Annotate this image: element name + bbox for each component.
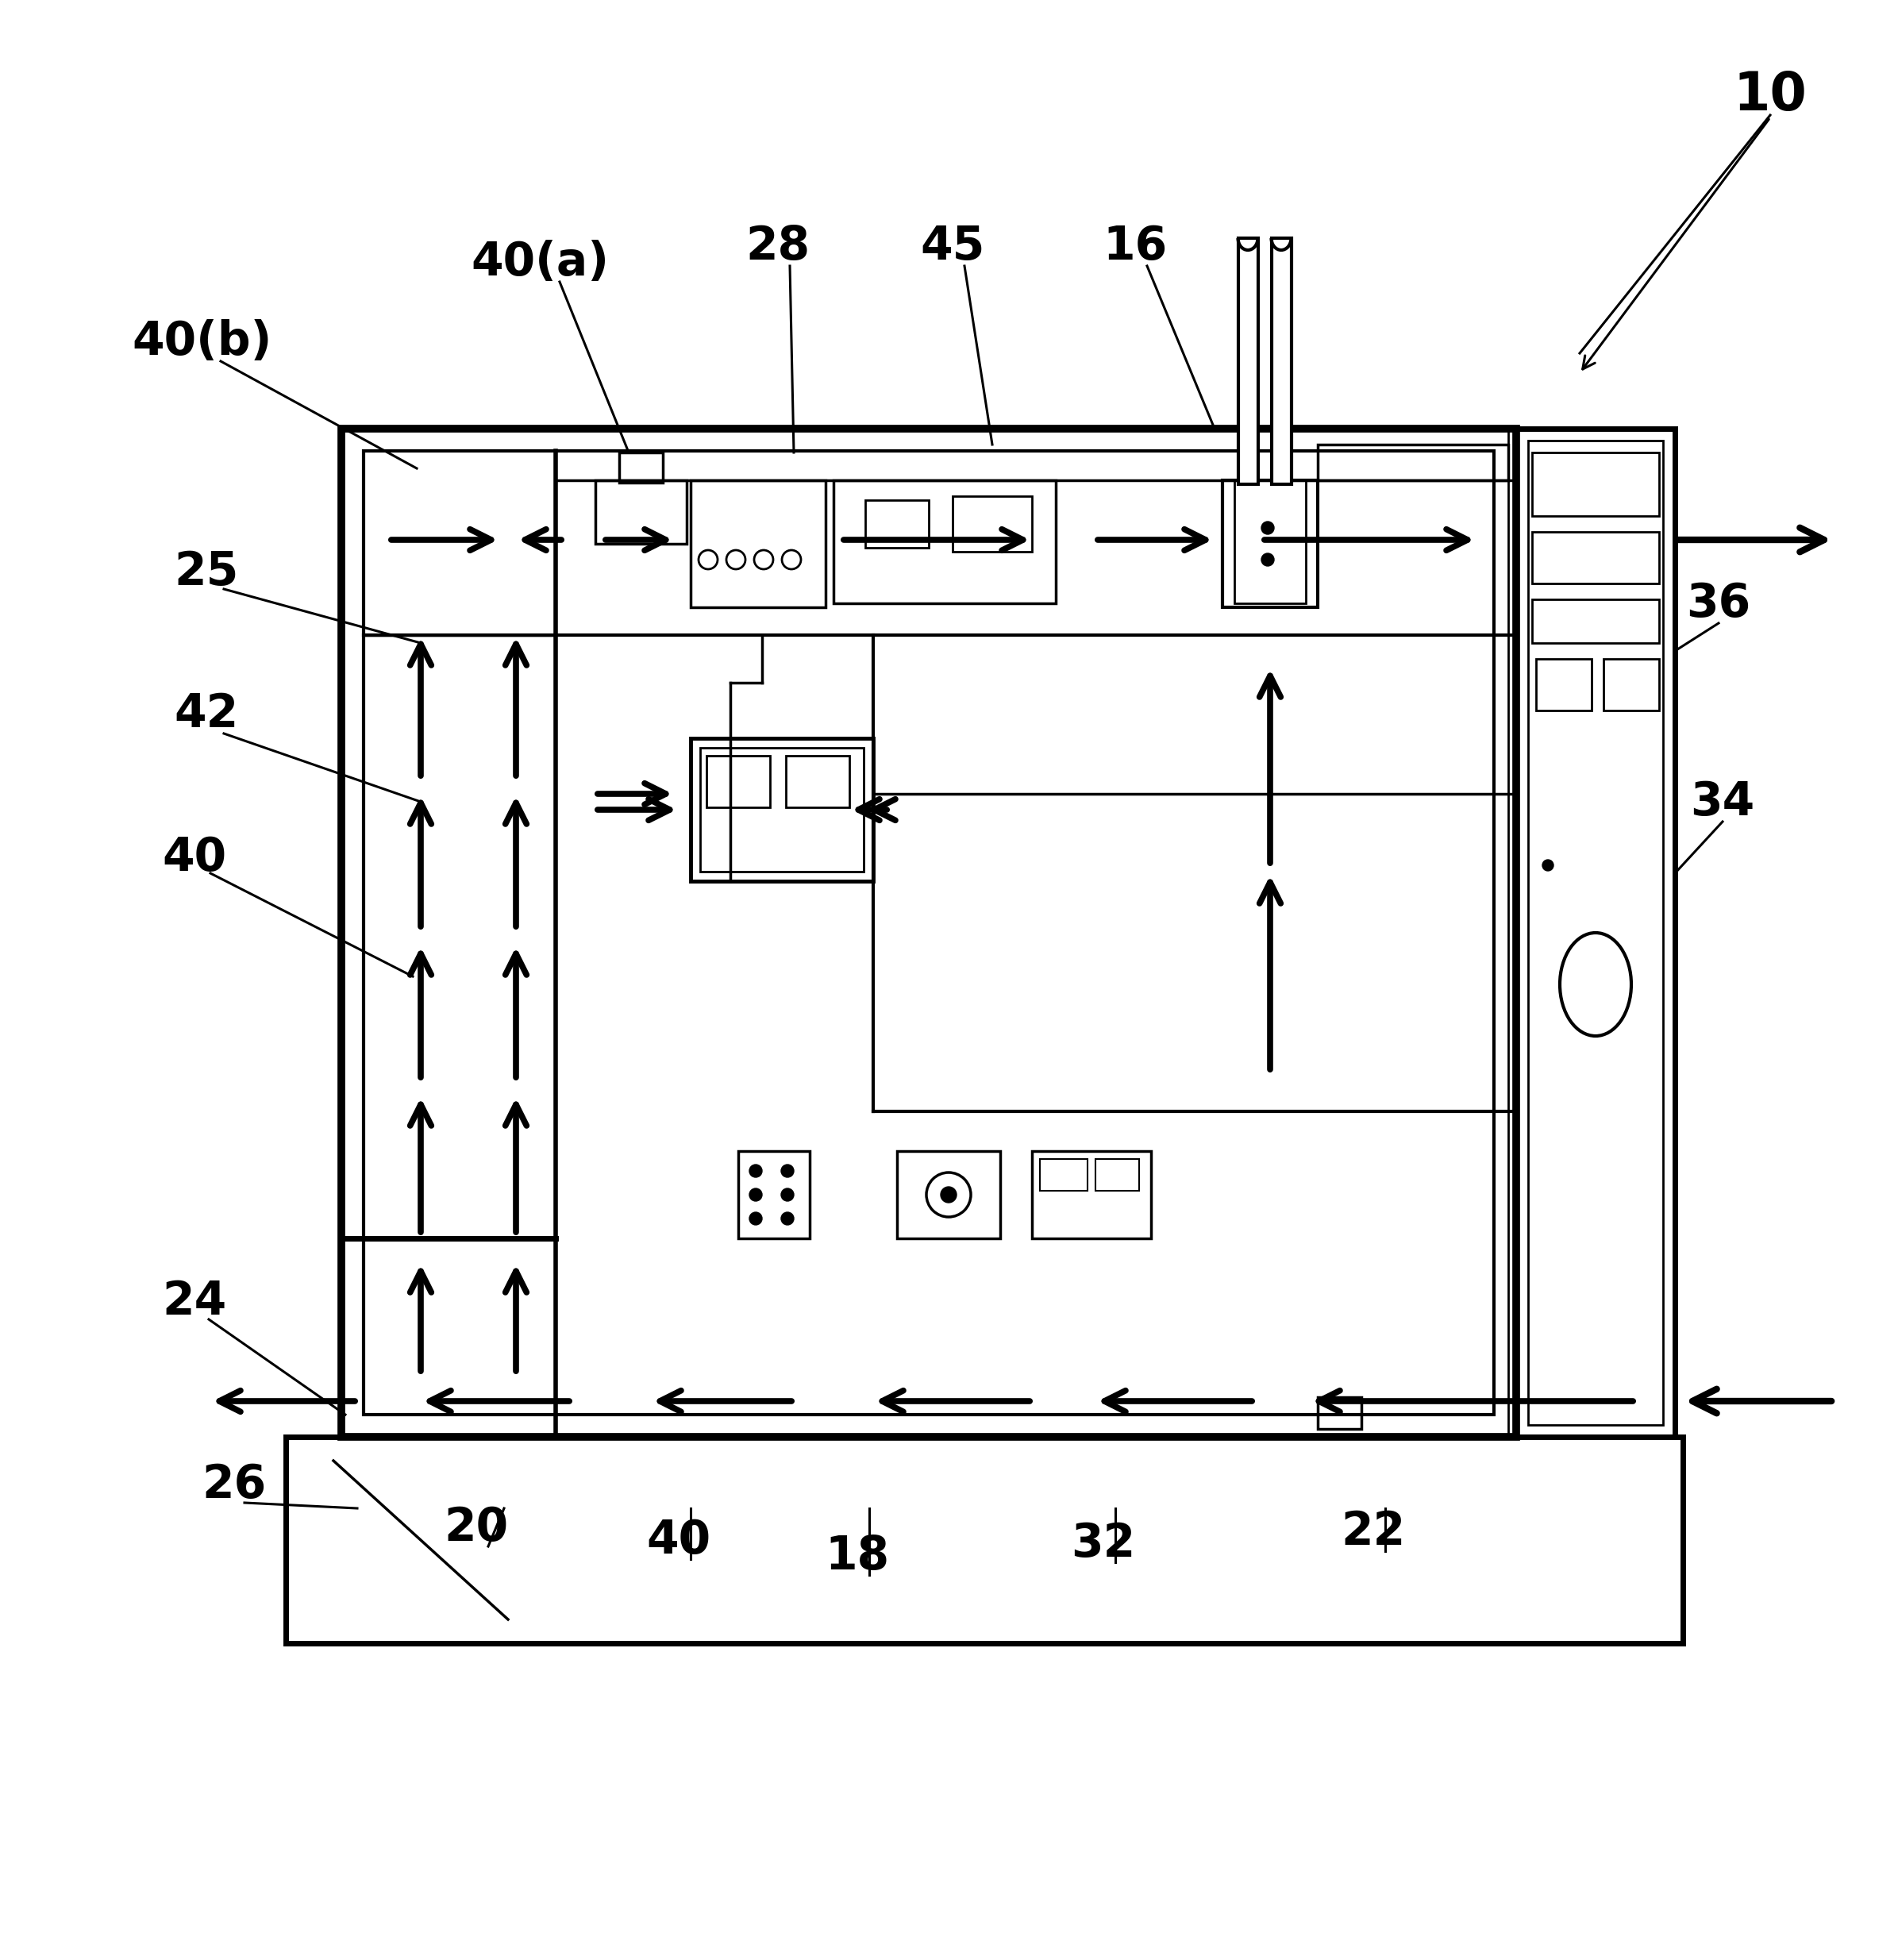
Bar [1532,531,1659,584]
Bar [691,739,873,882]
Bar [1040,1158,1088,1192]
Circle shape [750,1164,763,1178]
Bar [786,757,850,808]
Bar [691,480,826,608]
Text: 16: 16 [1103,223,1167,269]
Bar [1604,659,1659,710]
Bar [342,429,1517,1437]
Bar [865,500,928,547]
Bar [1317,1397,1361,1429]
Circle shape [782,1188,793,1201]
Text: 18: 18 [826,1533,890,1578]
Bar [596,480,687,543]
Bar [706,757,771,808]
Circle shape [750,1188,763,1201]
Bar [738,1151,810,1239]
Bar [1095,1158,1139,1192]
Text: 28: 28 [746,223,810,269]
Bar [1532,600,1659,643]
Text: 40: 40 [647,1517,712,1562]
Circle shape [1262,521,1274,535]
Text: 40: 40 [163,835,226,880]
Text: 22: 22 [1342,1509,1406,1554]
Bar [1033,1151,1150,1239]
Circle shape [1262,553,1274,566]
Text: 24: 24 [161,1280,226,1325]
Text: 42: 42 [175,692,239,737]
Circle shape [782,1211,793,1225]
Bar [898,1151,1000,1239]
Text: 25: 25 [175,549,239,594]
Bar [1535,659,1592,710]
Bar [619,453,662,482]
Circle shape [1543,860,1553,870]
Bar [700,749,864,872]
Text: 26: 26 [201,1462,266,1507]
Circle shape [782,1164,793,1178]
Text: 36: 36 [1685,580,1750,625]
Text: 32: 32 [1070,1521,1135,1566]
Text: 10: 10 [1733,69,1807,122]
Bar [1317,445,1509,480]
Bar [1237,239,1258,484]
Text: 40(b): 40(b) [133,319,273,365]
Circle shape [941,1188,957,1203]
Text: 45: 45 [921,223,985,269]
Bar [287,1437,1684,1642]
Bar [1528,441,1663,1425]
Bar [1222,480,1317,608]
Bar [833,480,1055,604]
Bar [1532,453,1659,515]
Bar [953,496,1033,551]
Bar [364,451,1494,1415]
Circle shape [750,1211,763,1225]
Bar [1272,239,1291,484]
Text: 20: 20 [444,1505,509,1550]
Text: 34: 34 [1691,780,1756,825]
Bar [1517,429,1674,1437]
Text: 40(a): 40(a) [471,239,609,284]
Bar [1234,480,1306,604]
